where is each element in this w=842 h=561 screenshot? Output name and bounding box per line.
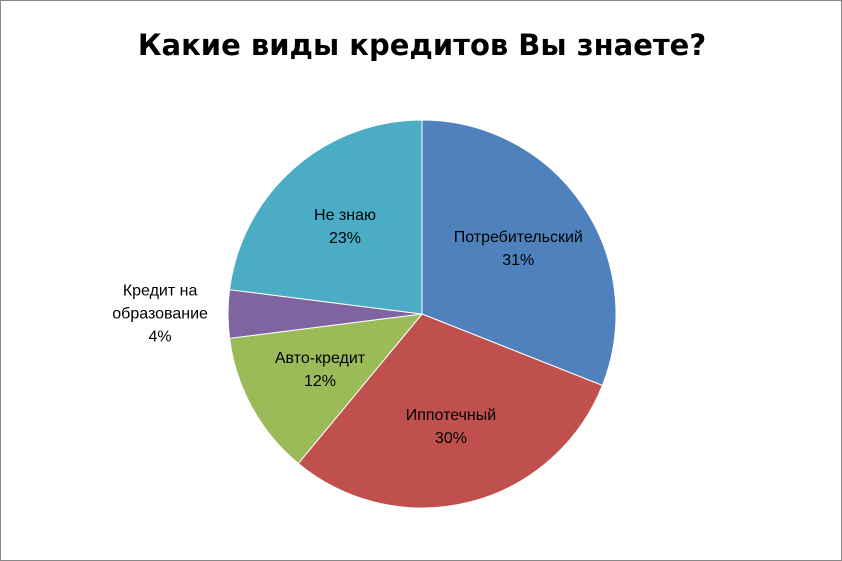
slice-label: Потребительский 31%	[453, 226, 583, 272]
value-label: 31%	[502, 251, 535, 269]
pie-slice	[228, 313, 424, 465]
category-label: Иппотечный	[405, 406, 497, 424]
slice-label: Кредит на образование 4%	[105, 280, 215, 349]
pie-slice	[421, 119, 617, 387]
pie-slice	[297, 313, 604, 509]
value-label: 30%	[434, 429, 467, 447]
slice-label: Авто-кредит 12%	[255, 347, 385, 393]
value-label: 12%	[303, 373, 336, 391]
chart-title: Какие виды кредитов Вы знаете?	[138, 28, 706, 62]
category-label: Кредит на образование	[112, 282, 208, 323]
value-label: 23%	[329, 229, 362, 247]
category-label: Потребительский	[453, 228, 583, 246]
value-label: 4%	[148, 328, 172, 346]
slice-label: Не знаю 23%	[280, 204, 410, 250]
category-label: Авто-кредит	[274, 350, 366, 368]
pie-slice	[228, 119, 423, 315]
category-label: Не знаю	[314, 206, 376, 224]
slice-label: Иппотечный 30%	[386, 404, 516, 450]
